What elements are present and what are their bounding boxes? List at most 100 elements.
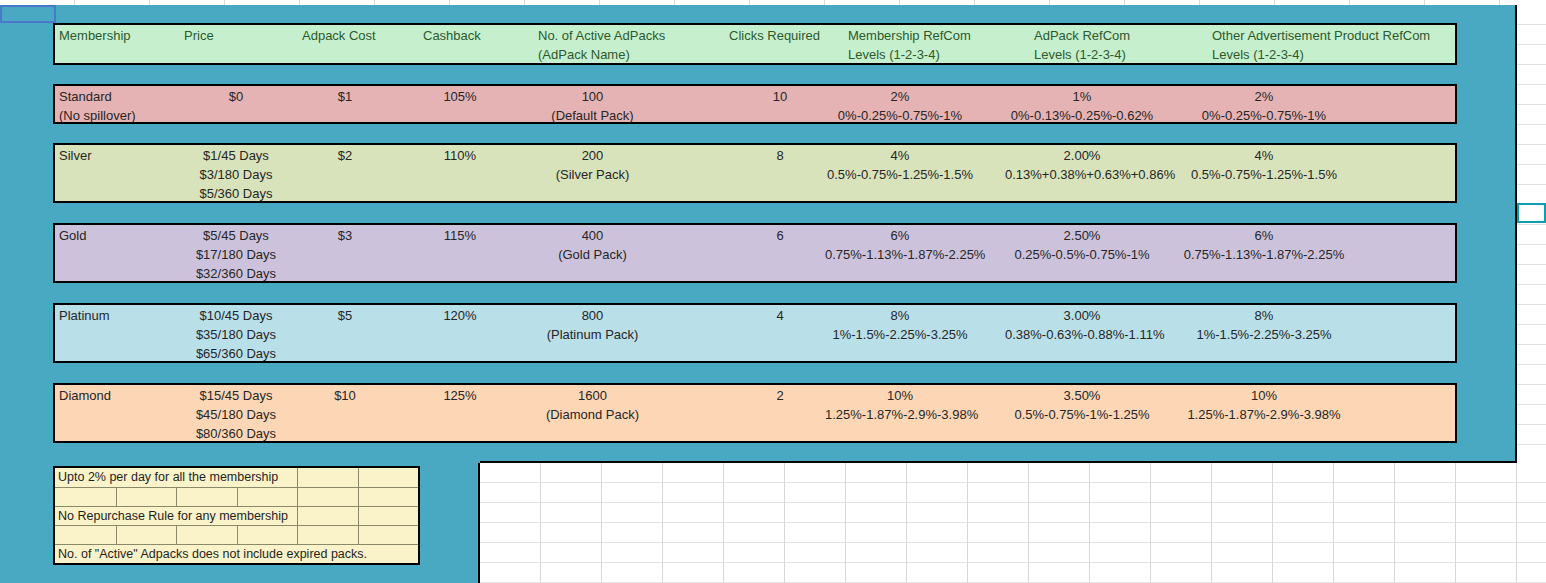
active-cell-right-column[interactable] bbox=[1517, 203, 1546, 223]
cell-membership[interactable]: Standard(No spillover) bbox=[55, 87, 177, 125]
header-cell-price[interactable]: Price bbox=[180, 26, 298, 45]
cell-other-refcom[interactable]: 10%1.25%-1.87%-2.9%-3.98% bbox=[1159, 386, 1369, 424]
membership-row-gold[interactable]: Gold $5/45 Days$17/180 Days$32/360 Days … bbox=[53, 223, 1457, 283]
cell-text-line: Membership RefCom bbox=[848, 26, 1030, 45]
cell-membership[interactable]: Gold bbox=[55, 226, 177, 245]
cell-clicks-required[interactable]: 2 bbox=[735, 386, 825, 405]
empty-cells-bottom-area[interactable] bbox=[480, 463, 1546, 583]
note-empty-cell[interactable] bbox=[297, 525, 358, 544]
cell-active-adpacks[interactable]: 100(Default Pack) bbox=[525, 87, 660, 125]
cell-membership[interactable]: Platinum bbox=[55, 306, 177, 325]
cell-text-line: 4 bbox=[735, 306, 825, 325]
cell-other-refcom[interactable]: 6%0.75%-1.13%-1.87%-2.25% bbox=[1159, 226, 1369, 264]
header-cell-active-adpacks[interactable]: No. of Active AdPacks(AdPack Name) bbox=[534, 26, 725, 64]
cell-active-adpacks[interactable]: 400(Gold Pack) bbox=[525, 226, 660, 264]
membership-row-diamond[interactable]: Diamond $15/45 Days$45/180 Days$80/360 D… bbox=[53, 383, 1457, 443]
cell-clicks-required[interactable]: 4 bbox=[735, 306, 825, 325]
cell-cashback[interactable]: 115% bbox=[395, 226, 525, 245]
cell-cashback[interactable]: 105% bbox=[395, 87, 525, 106]
cell-price[interactable]: $1/45 Days$3/180 Days$5/360 Days bbox=[177, 146, 295, 203]
cell-membership-refcom[interactable]: 2%0%-0.25%-0.75%-1% bbox=[825, 87, 975, 125]
membership-row-silver[interactable]: Silver $1/45 Days$3/180 Days$5/360 Days … bbox=[53, 143, 1457, 203]
header-cell-other-refcom[interactable]: Other Advertisement Product RefComLevels… bbox=[1208, 26, 1455, 64]
header-cell-clicks-required[interactable]: Clicks Required bbox=[725, 26, 844, 45]
membership-row-platinum[interactable]: Platinum $10/45 Days$35/180 Days$65/360 … bbox=[53, 303, 1457, 363]
cell-adpack-refcom[interactable]: 2.00%0.13%+0.38%+0.63%+0.86% bbox=[1005, 146, 1159, 184]
cell-text-line: $45/180 Days bbox=[177, 405, 295, 424]
cell-price[interactable]: $10/45 Days$35/180 Days$65/360 Days bbox=[177, 306, 295, 363]
note-empty-cell[interactable] bbox=[358, 506, 419, 525]
cell-clicks-required[interactable]: 10 bbox=[735, 87, 825, 106]
note-empty-cell[interactable] bbox=[55, 487, 116, 506]
membership-row-standard[interactable]: Standard(No spillover) $0 $1 105% 100(De… bbox=[53, 84, 1457, 124]
note-empty-cell[interactable] bbox=[237, 525, 298, 544]
note-empty-cell[interactable] bbox=[116, 487, 177, 506]
note-daily-rate[interactable]: Upto 2% per day for all the membership bbox=[55, 468, 297, 487]
cell-clicks-required[interactable]: 8 bbox=[735, 146, 825, 165]
cell-text-line: (Gold Pack) bbox=[525, 245, 660, 264]
cell-membership-refcom[interactable]: 4%0.5%-0.75%-1.25%-1.5% bbox=[825, 146, 975, 184]
note-empty-cell[interactable] bbox=[358, 525, 419, 544]
cell-adpack-cost[interactable]: $10 bbox=[295, 386, 395, 405]
cell-text-line: $2 bbox=[295, 146, 395, 165]
note-empty-cell[interactable] bbox=[297, 468, 358, 487]
cell-text-line: 0.5%-0.75%-1.25%-1.5% bbox=[1159, 165, 1369, 184]
note-empty-cell[interactable] bbox=[358, 468, 419, 487]
cell-adpack-cost[interactable]: $3 bbox=[295, 226, 395, 245]
cell-text-line: Levels (1-2-3-4) bbox=[848, 45, 1030, 64]
note-repurchase-rule[interactable]: No Repurchase Rule for any membership bbox=[55, 506, 297, 525]
cell-membership[interactable]: Diamond bbox=[55, 386, 177, 405]
note-empty-cell[interactable] bbox=[237, 487, 298, 506]
header-cell-membership[interactable]: Membership bbox=[55, 26, 180, 45]
cell-other-refcom[interactable]: 8%1%-1.5%-2.25%-3.25% bbox=[1159, 306, 1369, 344]
cell-other-refcom[interactable]: 2%0%-0.25%-0.75%-1% bbox=[1159, 87, 1369, 125]
cell-cashback[interactable]: 110% bbox=[395, 146, 525, 165]
cell-clicks-required[interactable]: 6 bbox=[735, 226, 825, 245]
cell-adpack-refcom[interactable]: 3.00%0.38%-0.63%-0.88%-1.11% bbox=[1005, 306, 1159, 344]
cell-adpack-refcom[interactable]: 3.50%0.5%-0.75%-1%-1.25% bbox=[1005, 386, 1159, 424]
selected-cell-top-left[interactable] bbox=[0, 5, 56, 23]
note-empty-cell[interactable] bbox=[297, 487, 358, 506]
cell-text-line: (Platinum Pack) bbox=[525, 325, 660, 344]
note-active-adpacks[interactable]: No. of "Active" Adpacks does not include… bbox=[55, 544, 418, 563]
header-cell-membership-refcom[interactable]: Membership RefComLevels (1-2-3-4) bbox=[844, 26, 1030, 64]
cell-other-refcom[interactable]: 4%0.5%-0.75%-1.25%-1.5% bbox=[1159, 146, 1369, 184]
note-empty-cell[interactable] bbox=[116, 525, 177, 544]
cell-adpack-cost[interactable]: $5 bbox=[295, 306, 395, 325]
cell-membership[interactable]: Silver bbox=[55, 146, 177, 165]
cell-active-adpacks[interactable]: 200(Silver Pack) bbox=[525, 146, 660, 184]
cell-membership-refcom[interactable]: 8%1%-1.5%-2.25%-3.25% bbox=[825, 306, 975, 344]
notes-block[interactable]: Upto 2% per day for all the membership N… bbox=[53, 466, 420, 565]
header-cell-cashback[interactable]: Cashback bbox=[419, 26, 534, 45]
cell-active-adpacks[interactable]: 1600(Diamond Pack) bbox=[525, 386, 660, 424]
note-empty-cell[interactable] bbox=[176, 525, 237, 544]
cell-adpack-cost[interactable]: $2 bbox=[295, 146, 395, 165]
note-empty-cell[interactable] bbox=[297, 506, 358, 525]
note-empty-cell[interactable] bbox=[358, 487, 419, 506]
cell-membership-refcom[interactable]: 10%1.25%-1.87%-2.9%-3.98% bbox=[825, 386, 975, 424]
cell-text-line: 1600 bbox=[525, 386, 660, 405]
header-cell-adpack-refcom[interactable]: AdPack RefComLevels (1-2-3-4) bbox=[1030, 26, 1208, 64]
cell-text-line: $5/360 Days bbox=[177, 184, 295, 203]
cell-text-line: 10% bbox=[1159, 386, 1369, 405]
cell-price[interactable]: $0 bbox=[177, 87, 295, 106]
note-empty-cell[interactable] bbox=[55, 525, 116, 544]
cell-text-line: 8 bbox=[735, 146, 825, 165]
cell-cashback[interactable]: 120% bbox=[395, 306, 525, 325]
cell-cashback[interactable]: 125% bbox=[395, 386, 525, 405]
header-cell-adpack-cost[interactable]: Adpack Cost bbox=[298, 26, 419, 45]
cell-active-adpacks[interactable]: 800(Platinum Pack) bbox=[525, 306, 660, 344]
cell-text-line: $17/180 Days bbox=[177, 245, 295, 264]
cell-text-line: 6% bbox=[1159, 226, 1369, 245]
cell-adpack-refcom[interactable]: 2.50%0.25%-0.5%-0.75%-1% bbox=[1005, 226, 1159, 264]
cell-price[interactable]: $15/45 Days$45/180 Days$80/360 Days bbox=[177, 386, 295, 443]
note-empty-cell[interactable] bbox=[176, 487, 237, 506]
spreadsheet-canvas[interactable]: Membership Price Adpack Cost Cashback No… bbox=[0, 0, 1546, 583]
cell-membership-refcom[interactable]: 6%0.75%-1.13%-1.87%-2.25% bbox=[825, 226, 975, 264]
table-header-row[interactable]: Membership Price Adpack Cost Cashback No… bbox=[53, 23, 1457, 65]
empty-cells-right-column[interactable] bbox=[1517, 5, 1546, 463]
cell-text-line: 0.25%-0.5%-0.75%-1% bbox=[1005, 245, 1159, 264]
cell-price[interactable]: $5/45 Days$17/180 Days$32/360 Days bbox=[177, 226, 295, 283]
cell-adpack-refcom[interactable]: 1%0%-0.13%-0.25%-0.62% bbox=[1005, 87, 1159, 125]
cell-adpack-cost[interactable]: $1 bbox=[295, 87, 395, 106]
